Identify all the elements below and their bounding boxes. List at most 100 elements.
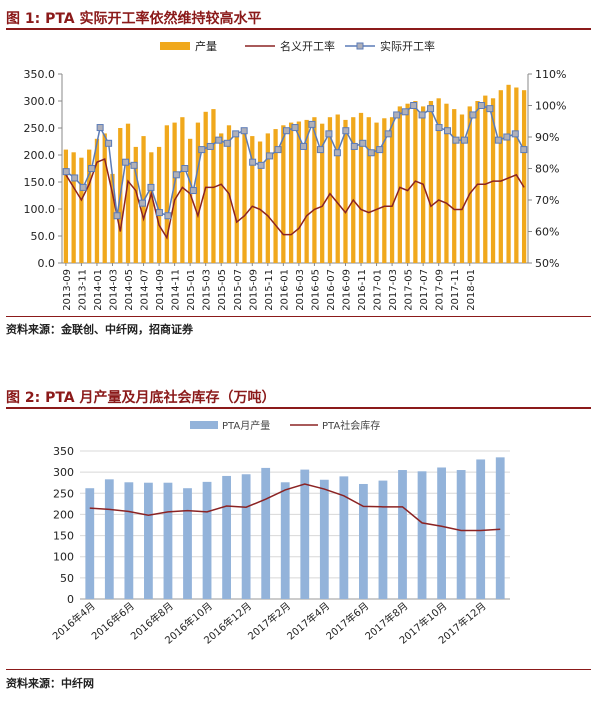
output-bar [141, 136, 146, 263]
actual-rate-marker [266, 152, 274, 160]
right-axis-tick-label: 80% [535, 163, 559, 176]
monthly-output-bar [241, 474, 251, 599]
output-bar [195, 122, 201, 263]
y-axis-tick-label: 350 [53, 445, 74, 458]
monthly-output-bar [261, 467, 271, 599]
actual-rate-marker [291, 124, 299, 132]
actual-rate-marker [155, 209, 163, 217]
legend-label-inventory: PTA社会库存 [322, 419, 380, 432]
output-bar [459, 114, 465, 263]
monthly-output-and-inventory-chart: PTA月产量 PTA社会库存0501001502002503003502016年4… [50, 419, 510, 647]
left-axis-tick-label: 100.0 [24, 203, 56, 216]
legend-swatch-output [160, 42, 190, 50]
output-bar [483, 95, 488, 263]
output-bar [94, 138, 100, 263]
production-and-operating-rate-chart: 产量 名义开工率 实际开工率 0.0 50.0 100.0 150.0 200.0 250.0 3… [24, 39, 567, 311]
actual-rate-marker [359, 139, 367, 147]
right-axis-tick-label: 70% [535, 194, 559, 207]
actual-rate-marker [410, 102, 418, 109]
monthly-output-bar [456, 470, 466, 599]
actual-rate-marker [444, 127, 452, 135]
actual-rate-marker [325, 130, 333, 138]
figure2-source: 资料来源：中纤网 [6, 677, 94, 690]
output-bar [288, 122, 294, 263]
monthly-output-bar [144, 482, 153, 599]
x-axis-tick-label: 2014-01 [93, 269, 104, 311]
actual-rate-marker [79, 183, 87, 191]
x-axis-tick-label: 2016-07 [326, 269, 337, 311]
x-axis-tick-label: 2016-05 [310, 269, 321, 311]
output-bar [382, 118, 387, 263]
x-axis-tick-label: 2014-09 [155, 269, 166, 311]
x-axis-tick-label: 2017-03 [388, 269, 399, 311]
monthly-output-bar [398, 470, 407, 599]
actual-rate-marker [164, 212, 172, 220]
actual-rate-marker [240, 127, 248, 135]
monthly-output-bar [300, 469, 310, 599]
actual-rate-marker [460, 136, 468, 144]
actual-rate-marker [520, 146, 528, 154]
x-axis-tick-label: 2016-09 [341, 269, 352, 311]
nominal-rate-line [65, 158, 525, 240]
x-axis-tick-label: 2014-05 [124, 269, 135, 311]
output-bar [133, 146, 138, 263]
actual-rate-marker [299, 142, 307, 150]
x-axis-tick-label: 2016-01 [279, 269, 290, 311]
output-bar [211, 109, 216, 263]
output-bar [405, 103, 410, 263]
actual-rate-marker [257, 161, 265, 169]
legend-label-monthly-output: PTA月产量 [222, 419, 270, 432]
x-axis-tick-label: 2015-01 [186, 269, 197, 311]
x-axis-tick-label: 2015-03 [202, 269, 213, 311]
figure1-source: 资料来源：金联创、中纤网，招商证券 [6, 323, 193, 336]
output-bar [71, 152, 76, 263]
output-bar [164, 125, 169, 263]
actual-rate-marker [477, 102, 485, 109]
output-bar [149, 152, 154, 263]
y-axis-tick-label: 200 [53, 508, 74, 521]
y-axis-tick-label: 100 [53, 551, 74, 564]
output-bar [281, 125, 286, 263]
right-axis-tick-label: 90% [535, 131, 559, 144]
actual-rate-marker [62, 168, 70, 176]
output-bar [172, 122, 177, 263]
actual-rate-marker [113, 212, 121, 220]
output-bar [79, 157, 84, 263]
x-axis-tick-label: 2015-07 [233, 269, 244, 311]
output-bar [87, 149, 92, 263]
monthly-output-bar [280, 482, 290, 599]
actual-rate-marker [138, 199, 146, 207]
actual-rate-marker [232, 130, 240, 138]
chart1-legend: 产量 名义开工率 实际开工率 [160, 39, 435, 53]
actual-rate-marker [274, 146, 282, 154]
actual-rate-marker [367, 149, 375, 157]
output-bar [397, 106, 402, 264]
legend-swatch-monthly-output [190, 421, 218, 429]
left-axis-tick-label: 200.0 [24, 149, 56, 162]
right-axis-tick-label: 100% [535, 100, 566, 113]
actual-rate-marker [376, 146, 384, 154]
output-bar [475, 101, 480, 263]
x-axis-tick-label: 2016-11 [357, 269, 368, 311]
x-axis-tick-label: 2013-11 [77, 269, 88, 311]
actual-rate-marker [88, 165, 96, 172]
figure1-title: 图 1: PTA 实际开工率依然维持较高水平 [6, 11, 262, 27]
actual-rate-marker [122, 158, 130, 166]
x-axis-tick-label: 2015-05 [217, 269, 228, 311]
monthly-output-bar [339, 476, 349, 599]
monthly-output-bar [378, 480, 388, 599]
output-bar [351, 117, 356, 263]
x-axis-tick-label: 2014-07 [140, 269, 151, 311]
monthly-output-bar [417, 471, 427, 599]
monthly-output-bar [183, 488, 192, 599]
output-bar [506, 84, 511, 263]
figure1-title-rule [6, 28, 591, 30]
actual-rate-marker [189, 187, 197, 195]
x-axis-tick-label: 2016-03 [295, 269, 306, 311]
monthly-output-bar [85, 488, 95, 599]
actual-rate-marker [342, 127, 350, 135]
actual-rate-marker [350, 142, 358, 150]
output-bar [428, 101, 434, 263]
output-bar [63, 149, 69, 263]
output-bar [312, 117, 317, 263]
